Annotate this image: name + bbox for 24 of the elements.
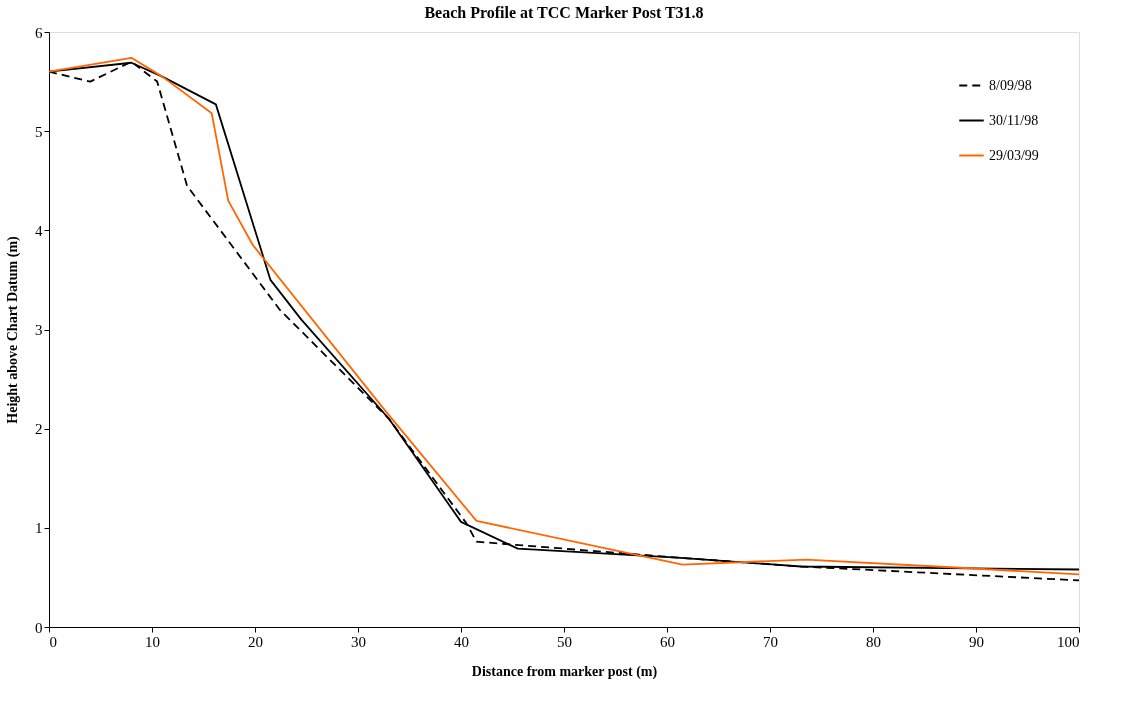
legend-label: 8/09/98: [989, 77, 1032, 93]
x-tick-label: 100: [1057, 633, 1080, 650]
y-tick-label: 2: [35, 421, 43, 438]
x-axis-title: Distance from marker post (m): [471, 663, 658, 680]
y-axis-title: Height above Chart Datum (m): [5, 235, 21, 424]
x-tick-label: 80: [866, 633, 881, 650]
x-tick-label: 30: [351, 633, 366, 650]
x-tick-label: 20: [248, 633, 263, 650]
x-tick-label: 0: [49, 633, 57, 650]
legend-label: 29/03/99: [989, 147, 1039, 163]
legend-label: 30/11/98: [989, 112, 1039, 128]
x-tick-label: 90: [969, 633, 984, 650]
y-tick-label: 6: [35, 24, 43, 41]
y-tick-label: 0: [35, 619, 43, 636]
x-tick-label: 70: [763, 633, 778, 650]
y-tick-label: 5: [35, 123, 43, 140]
x-tick-label: 40: [454, 633, 469, 650]
x-tick-label: 10: [145, 633, 160, 650]
x-tick-label: 50: [557, 633, 572, 650]
x-tick-label: 60: [660, 633, 675, 650]
y-tick-label: 1: [35, 520, 43, 537]
y-tick-label: 3: [35, 322, 43, 338]
chart-title: Beach Profile at TCC Marker Post T31.8: [424, 4, 704, 21]
y-tick-label: 4: [35, 222, 43, 239]
